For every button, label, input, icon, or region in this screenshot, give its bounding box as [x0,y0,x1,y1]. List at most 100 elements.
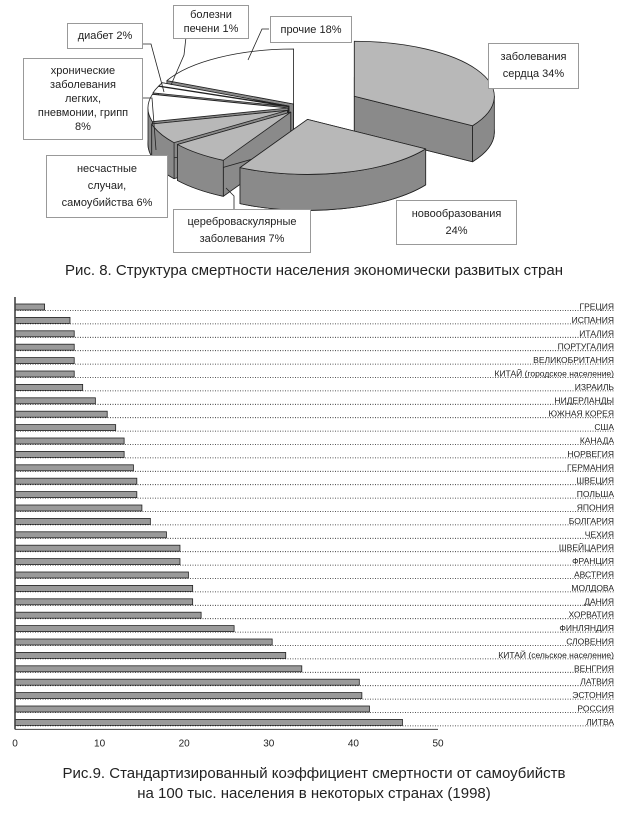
pie-label-liver: болезни печени 1% [173,5,249,39]
bar [14,504,143,512]
bar-label: ФРАНЦИЯ [572,556,614,566]
slice-top [152,85,289,107]
bar-label: ВЕЛИКОБРИТАНИЯ [533,355,614,365]
pie-slice-heart [353,40,495,163]
x-tick-label: 30 [263,738,275,749]
bar-label: ФИНЛЯНДИЯ [559,623,614,633]
x-tick-label: 20 [179,738,191,749]
bar [14,383,84,391]
bar-row: ГЕРМАНИЯ [14,462,614,472]
bar-label: МОЛДОВА [571,583,614,593]
bar-row: ЭСТОНИЯ [14,690,614,700]
slice-top [158,82,290,107]
bar [14,437,125,445]
pie-label-neoplasms: новообразования 24% [396,200,517,245]
bar [14,678,360,686]
bar [14,397,96,405]
bar [14,585,194,592]
x-tick-label: 10 [94,738,106,749]
leader-liver [170,36,187,86]
bar-row: КИТАЙ (сельское население) [14,649,614,660]
bar-label: АВСТРИЯ [574,570,614,580]
bar-label: США [594,422,614,432]
bar-label: РОССИЯ [577,704,614,714]
bar [14,598,194,606]
slice-top [166,48,294,105]
bar-label: БОЛГАРИЯ [569,516,614,526]
leader-other [247,28,269,61]
slice-top [151,109,288,144]
slice-top [353,40,495,127]
x-tick-label: 0 [12,738,18,749]
bar-row: ЛИТВА [14,717,614,727]
bar-row: НИДЕРЛАНДЫ [14,395,614,405]
bar-label: КИТАЙ (сельское население) [498,649,614,660]
bar-label: ЛИТВА [586,717,614,727]
bar-row: ВЕНГРИЯ [14,663,614,673]
bar-chart-title-line-1: Рис.9. Стандартизированный коэффициент с… [62,765,566,782]
bar [14,343,75,351]
x-tick-label: 50 [432,738,444,749]
bar-row: ФИНЛЯНДИЯ [14,623,614,633]
bar-label: ИЗРАИЛЬ [575,382,615,392]
bar-row: ЮЖНАЯ КОРЕЯ [14,409,614,419]
bar-row: ИСПАНИЯ [14,315,614,325]
bar-label: ЧЕХИЯ [585,529,614,539]
bar-row: ВЕЛИКОБРИТАНИЯ [14,355,614,365]
bar-label: ИСПАНИЯ [572,315,614,325]
bar [14,477,138,485]
pie-chart-title: Рис. 8. Структура смертности населения э… [64,262,564,279]
bar-row: ФРАНЦИЯ [14,556,614,566]
bar [14,450,125,458]
bar [14,652,287,659]
bar-row: СЛОВЕНИЯ [14,637,614,647]
bar-row: ПОРТУГАЛИЯ [14,342,614,352]
bar-label: ГРЕЦИЯ [580,302,614,312]
bar [14,531,167,539]
bar [14,424,117,432]
bar-row: АВСТРИЯ [14,570,614,580]
slice-top [177,111,292,161]
bar-row: ПОЛЬША [14,489,614,499]
bar-row: МОЛДОВА [14,583,614,593]
pie-label-other: прочие 18% [270,16,352,43]
bar-row: США [14,422,614,432]
bar [14,558,181,565]
bar [14,464,134,472]
bar-label: ШВЕЦИЯ [576,476,614,486]
bar [14,518,151,525]
bar-label: СЛОВЕНИЯ [566,637,614,647]
bar-row: РОССИЯ [14,704,614,714]
bar-label: НИДЕРЛАНДЫ [554,395,614,405]
bar [14,625,235,632]
bar-label: ЮЖНАЯ КОРЕЯ [548,409,614,419]
bar [14,719,403,726]
bar-row: ЯПОНИЯ [14,503,614,513]
bar-row: КАНАДА [14,436,614,446]
leader-lung [142,97,157,151]
x-tick-label: 40 [348,738,360,749]
bar-chart-title-line-2: на 100 тыс. населения в некоторых страна… [137,785,491,802]
bar-row: ДАНИЯ [14,596,614,606]
bar-label: ШВЕЙЦАРИЯ [559,542,614,553]
bar [14,692,363,699]
slice-top [239,119,427,175]
bar-row: ХОРВАТИЯ [14,610,614,620]
bar [14,316,71,324]
bar-label: ДАНИЯ [584,596,614,606]
bar-label: КИТАЙ (городское население) [495,368,615,379]
bar-label: ЭСТОНИЯ [572,690,614,700]
bar [14,544,181,552]
bar-chart: ГРЕЦИЯ ИСПАНИЯ ИТАЛИЯ ПОРТУГАЛИЯ ВЕЛИКОБРИТА… [12,297,614,749]
bar-row: ШВЕЙЦАРИЯ [14,542,614,553]
bar [14,303,46,311]
bar-row: ЧЕХИЯ [14,529,614,539]
pie-chart [147,40,495,211]
pie-label-heart: заболевания сердца 34% [488,43,579,89]
bar-row: БОЛГАРИЯ [14,516,614,526]
bar-label: ГЕРМАНИЯ [567,462,614,472]
pie-label-diabetes: диабет 2% [67,23,143,49]
leader-diabetes [143,43,165,93]
bar [14,705,370,713]
bar-row: ИТАЛИЯ [14,328,614,338]
